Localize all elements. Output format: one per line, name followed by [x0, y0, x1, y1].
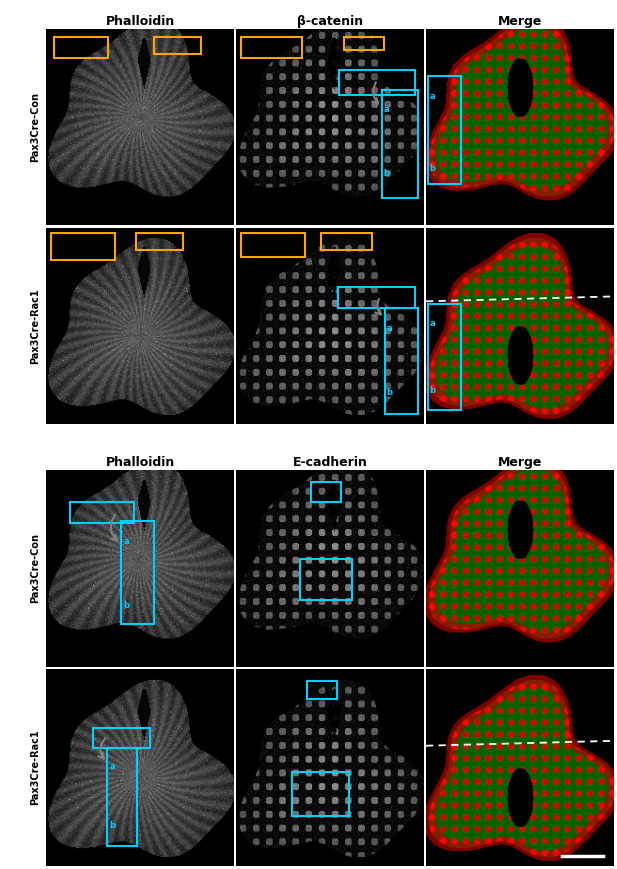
Text: a: a [386, 324, 392, 333]
Bar [339, 70, 415, 96]
Bar [300, 559, 352, 600]
Bar [382, 90, 418, 197]
Bar [54, 36, 109, 58]
Text: Phalloidin: Phalloidin [106, 15, 175, 28]
Bar [321, 233, 373, 250]
Text: Pax3Cre-Rac1: Pax3Cre-Rac1 [30, 288, 40, 364]
Text: β-catenin: β-catenin [297, 15, 363, 28]
Bar [312, 482, 341, 501]
Text: Pax3Cre-Rac1: Pax3Cre-Rac1 [30, 729, 40, 806]
Text: b: b [386, 388, 392, 396]
Text: b: b [429, 164, 436, 173]
Text: a: a [109, 762, 115, 772]
Bar [428, 76, 461, 184]
Bar [344, 36, 384, 50]
Bar [51, 233, 115, 260]
Bar [93, 728, 150, 747]
Bar [70, 501, 134, 523]
Bar [384, 308, 418, 415]
Bar [136, 233, 183, 250]
Bar [241, 233, 305, 257]
Text: a: a [384, 105, 389, 114]
Bar [154, 36, 201, 54]
Text: Pax3Cre-Con: Pax3Cre-Con [30, 92, 40, 162]
Text: b: b [429, 386, 436, 395]
Text: Merge: Merge [498, 456, 542, 469]
Text: a: a [123, 537, 129, 546]
Text: Merge: Merge [498, 15, 542, 28]
Text: Phalloidin: Phalloidin [106, 456, 175, 469]
Text: Pax3Cre-Con: Pax3Cre-Con [30, 534, 40, 603]
Bar [337, 287, 415, 308]
Text: a: a [429, 92, 436, 102]
Text: b: b [109, 821, 115, 830]
Bar [107, 747, 138, 846]
Bar [428, 304, 461, 410]
Bar [292, 773, 349, 817]
Text: a: a [429, 319, 436, 328]
Bar [307, 681, 337, 699]
Text: b: b [384, 169, 390, 178]
Bar [241, 36, 302, 58]
Text: E-cadherin: E-cadherin [292, 456, 368, 469]
Text: b: b [123, 600, 130, 610]
Bar [122, 521, 154, 624]
